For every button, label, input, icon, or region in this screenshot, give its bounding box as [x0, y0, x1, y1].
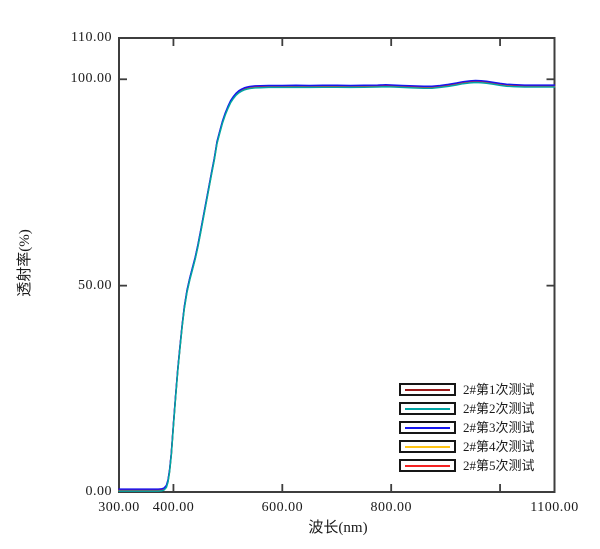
x-tick-label: 800.00 — [370, 500, 412, 515]
legend-color-line — [405, 464, 450, 467]
y-tick-label: 110.00 — [71, 30, 112, 45]
legend-color-line — [405, 445, 450, 448]
legend-swatch — [399, 459, 456, 472]
legend-label: 2#第3次测试 — [463, 420, 535, 435]
x-tick-label: 1100.00 — [530, 500, 579, 515]
legend-label: 2#第4次测试 — [463, 439, 535, 454]
legend-swatch — [399, 402, 456, 415]
y-tick-label: 0.00 — [85, 484, 112, 499]
legend-swatch — [399, 440, 456, 453]
legend-color-line — [405, 388, 450, 391]
legend: 2#第1次测试 2#第2次测试 2#第3次测试 2#第4次测试 2#第5次测试 — [399, 383, 535, 478]
x-tick-label: 600.00 — [261, 500, 304, 515]
y-axis-title: 透射率(%) — [17, 229, 33, 297]
x-tick-label: 300.00 — [98, 500, 140, 515]
legend-item: 2#第3次测试 — [399, 421, 535, 434]
legend-label: 2#第2次测试 — [463, 401, 535, 416]
legend-swatch — [399, 383, 456, 396]
legend-item: 2#第2次测试 — [399, 402, 535, 415]
y-tick-label: 100.00 — [70, 71, 112, 87]
legend-label: 2#第1次测试 — [463, 382, 535, 397]
y-tick-label: 50.00 — [78, 277, 112, 293]
legend-color-line — [405, 407, 450, 410]
axes-border — [118, 37, 556, 493]
curve-2#第2次测试 — [118, 81, 556, 492]
x-axis-title: 波长(nm) — [308, 520, 368, 536]
legend-color-line — [405, 426, 450, 429]
legend-item: 2#第5次测试 — [399, 459, 535, 472]
legend-swatch — [399, 421, 456, 434]
legend-label: 2#第5次测试 — [463, 458, 535, 473]
legend-item: 2#第4次测试 — [399, 440, 535, 453]
legend-item: 2#第1次测试 — [399, 383, 535, 396]
x-tick-label: 400.00 — [152, 500, 195, 515]
